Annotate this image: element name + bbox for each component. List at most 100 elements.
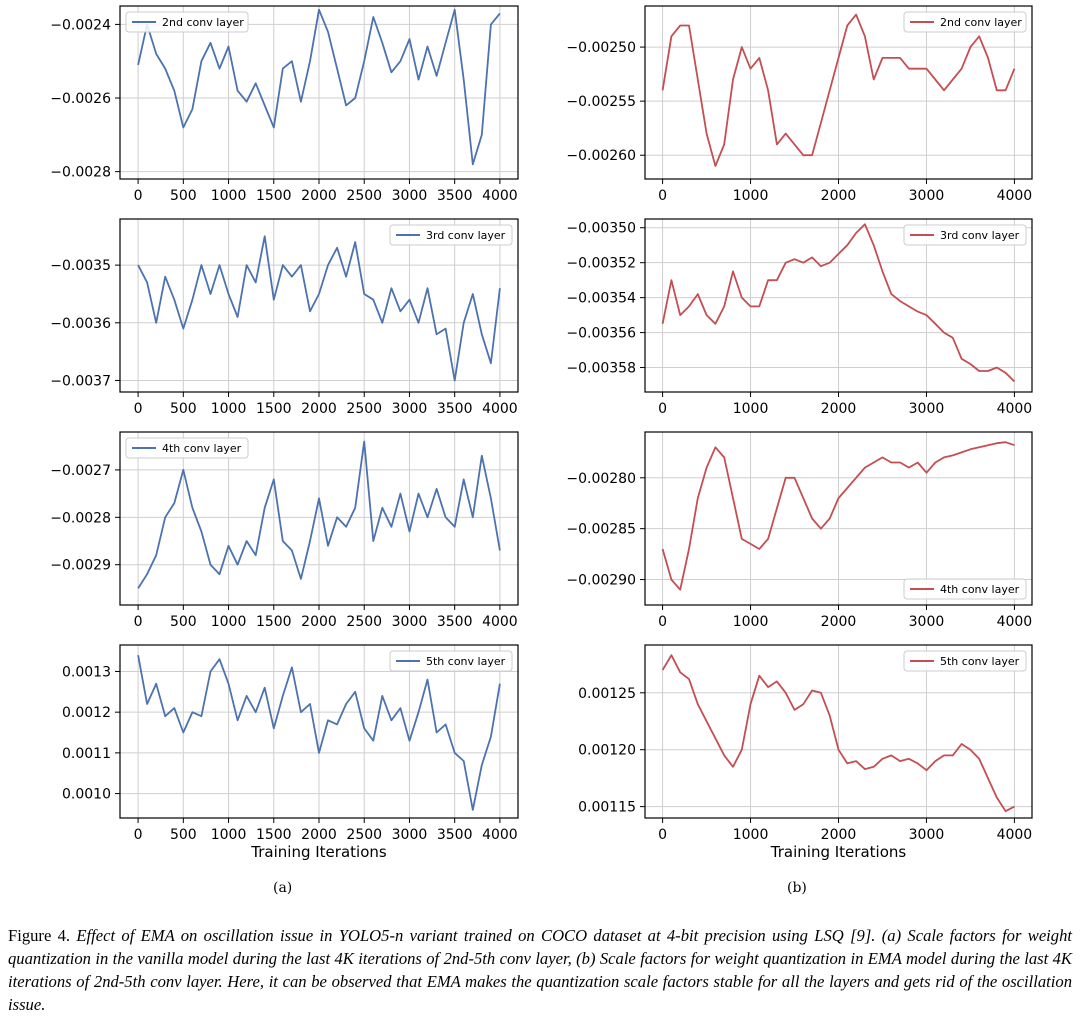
y-tick-label: −0.0026 xyxy=(50,91,111,107)
chart-a4: 0 500 1000 1500 2000 2500 3000 3500 4000 0.0013 0.… xyxy=(62,644,519,860)
series-line-b1 xyxy=(661,13,1016,167)
series-line-a1 xyxy=(137,8,501,166)
y-tick-label: −0.0036 xyxy=(50,316,111,332)
x-tick-label: 2000 xyxy=(301,614,337,630)
x-tick-label: 3500 xyxy=(437,614,473,630)
legend-box xyxy=(389,224,513,246)
x-tick-label: 2000 xyxy=(301,827,337,843)
x-tick-label: 2500 xyxy=(346,614,382,630)
x-tick-label: 2500 xyxy=(346,827,382,843)
figure: 0 500 1000 1500 2000 2500 3000 3500 4000 −0.0024 −… xyxy=(50,5,1033,860)
x-tick-label: 3000 xyxy=(909,188,945,204)
caption-body: Effect of EMA on oscillation issue in YO… xyxy=(8,926,1072,1014)
x-tick-label: 1500 xyxy=(256,614,292,630)
chart-a1: 0 500 1000 1500 2000 2500 3000 3500 4000 −0.0024 −… xyxy=(50,5,519,204)
y-tick-label: −0.0035 xyxy=(50,258,111,274)
y-tick-label: −0.00358 xyxy=(566,361,636,377)
x-tick-label: 0 xyxy=(134,614,143,630)
legend-label: 3rd conv layer xyxy=(426,229,506,242)
x-tick-label: 500 xyxy=(170,614,197,630)
legend-label: 3rd conv layer xyxy=(940,229,1020,242)
x-tick-label: 1500 xyxy=(256,188,292,204)
y-tick-label: 0.00120 xyxy=(578,743,636,759)
x-tick-label: 0 xyxy=(134,827,143,843)
legend-label: 4th conv layer xyxy=(162,442,242,455)
legend-box xyxy=(903,224,1027,246)
legend-b4: 5th conv layer xyxy=(903,650,1027,672)
legend-label: 4th conv layer xyxy=(940,583,1020,596)
x-tick-label: 3500 xyxy=(437,827,473,843)
chart-b1: 0 1000 2000 3000 4000 −0.00250 −0.00255 −0.0026… xyxy=(566,5,1033,204)
legend-b1: 2nd conv layer xyxy=(903,11,1027,33)
y-tick-label: 0.00115 xyxy=(578,800,636,816)
series-line-a4 xyxy=(137,655,501,811)
legend-a4: 5th conv layer xyxy=(389,650,513,672)
x-tick-label: 4000 xyxy=(482,401,518,417)
x-tick-label: 0 xyxy=(134,188,143,204)
x-tick-label: 3000 xyxy=(909,827,945,843)
series-line-b2 xyxy=(661,223,1016,383)
x-tick-label: 3000 xyxy=(909,614,945,630)
y-tick-label: −0.0028 xyxy=(50,510,111,526)
x-tick-label: 500 xyxy=(170,188,197,204)
x-axis-label: Training Iterations xyxy=(770,843,907,860)
x-tick-label: 0 xyxy=(658,614,667,630)
x-tick-label: 0 xyxy=(134,401,143,417)
chart-a3: 0 500 1000 1500 2000 2500 3000 3500 4000 −0.0027 −… xyxy=(50,431,519,630)
legend-box xyxy=(125,437,249,459)
y-tick-label: −0.0037 xyxy=(50,373,111,389)
series-line-a2 xyxy=(137,235,501,382)
series-line-b4 xyxy=(661,654,1015,813)
y-tick-label: −0.00352 xyxy=(566,256,636,272)
x-tick-label: 4000 xyxy=(997,188,1033,204)
x-tick-label: 1500 xyxy=(256,827,292,843)
caption-lead: Figure 4. xyxy=(8,926,77,945)
y-tick-label: 0.0011 xyxy=(62,746,111,762)
x-tick-label: 500 xyxy=(170,401,197,417)
legend-label: 5th conv layer xyxy=(426,655,506,668)
legend-box xyxy=(903,11,1027,33)
x-tick-label: 2000 xyxy=(821,401,857,417)
legend-a1: 2nd conv layer xyxy=(125,11,249,33)
x-tick-label: 1000 xyxy=(733,614,769,630)
legend-a2: 3rd conv layer xyxy=(389,224,513,246)
y-tick-label: 0.0013 xyxy=(62,664,111,680)
x-axis-label: Training Iterations xyxy=(250,843,387,860)
x-tick-label: 1000 xyxy=(211,401,247,417)
legend-label: 5th conv layer xyxy=(940,655,1020,668)
figure-caption: Figure 4. Effect of EMA on oscillation i… xyxy=(8,924,1072,1016)
chart-b2: 0 1000 2000 3000 4000 −0.00350 −0.00352 −0.0035… xyxy=(566,218,1033,417)
x-tick-label: 2000 xyxy=(821,614,857,630)
y-tick-label: −0.00260 xyxy=(566,148,636,164)
x-tick-label: 1000 xyxy=(733,401,769,417)
x-tick-label: 1500 xyxy=(256,401,292,417)
series-line-b3 xyxy=(661,441,1015,591)
x-tick-label: 1000 xyxy=(211,827,247,843)
x-tick-label: 3000 xyxy=(392,827,428,843)
x-tick-label: 1000 xyxy=(211,614,247,630)
legend-label: 2nd conv layer xyxy=(162,16,244,29)
x-tick-label: 3000 xyxy=(392,401,428,417)
legend-b3: 4th conv layer xyxy=(903,578,1027,600)
legend-b2: 3rd conv layer xyxy=(903,224,1027,246)
x-tick-label: 0 xyxy=(658,827,667,843)
x-tick-label: 2500 xyxy=(346,401,382,417)
y-tick-label: 0.00125 xyxy=(578,686,636,702)
x-tick-label: 2000 xyxy=(821,827,857,843)
x-tick-label: 3000 xyxy=(392,188,428,204)
subfigure-label-a: (a) xyxy=(273,880,293,896)
legend-a3: 4th conv layer xyxy=(125,437,249,459)
y-tick-label: 0.0012 xyxy=(62,705,111,721)
x-tick-label: 4000 xyxy=(482,188,518,204)
x-tick-label: 3500 xyxy=(437,188,473,204)
y-tick-label: −0.00354 xyxy=(566,291,636,307)
chart-b4: 0 1000 2000 3000 4000 0.00125 0.00120 0.00115 Tr… xyxy=(578,644,1033,860)
y-tick-label: −0.00356 xyxy=(566,326,636,342)
y-tick-label: −0.0029 xyxy=(50,558,111,574)
x-tick-label: 1000 xyxy=(733,188,769,204)
chart-a2: 0 500 1000 1500 2000 2500 3000 3500 4000 −0.0035 −… xyxy=(50,218,519,417)
x-tick-label: 4000 xyxy=(997,827,1033,843)
x-tick-label: 1000 xyxy=(733,827,769,843)
y-tick-label: −0.00280 xyxy=(566,471,636,487)
y-tick-label: −0.0027 xyxy=(50,463,111,479)
